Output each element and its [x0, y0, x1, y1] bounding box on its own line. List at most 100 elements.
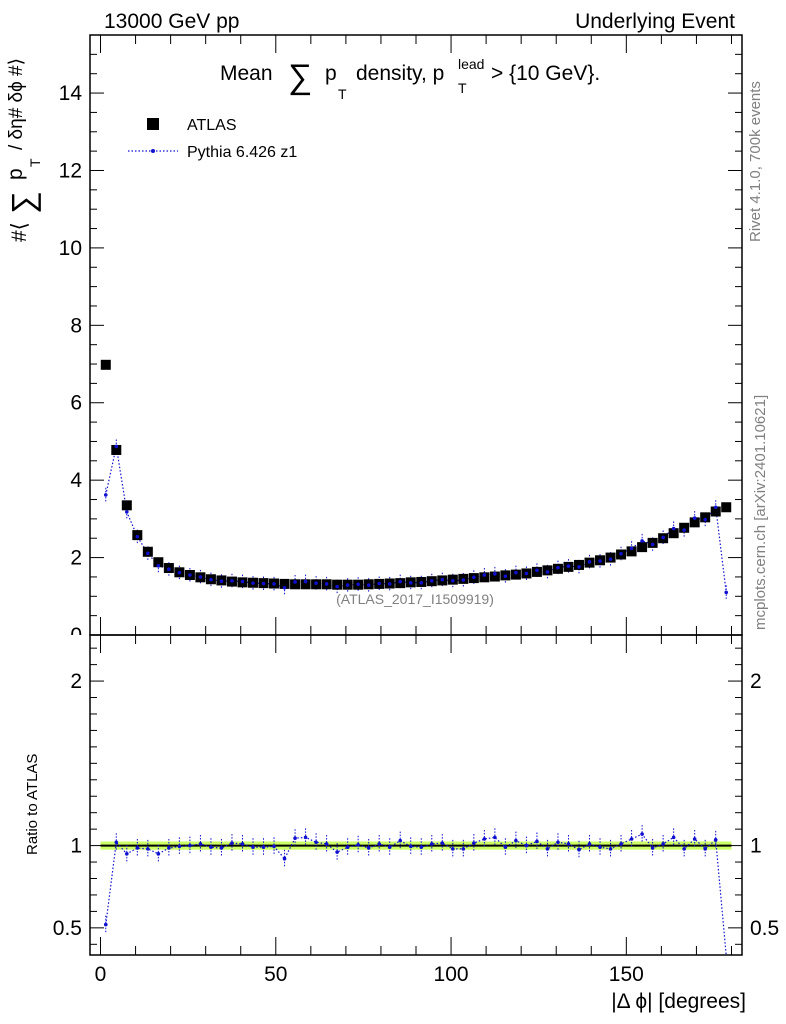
pythia-line — [105, 446, 727, 593]
ylabel-p: p — [4, 168, 27, 180]
pythia-point — [219, 579, 224, 583]
ratio-x-ticks: 0 50 100 150 — [95, 635, 732, 986]
ylabel-rest: / δη# δϕ #⟩ — [6, 58, 27, 150]
atlas-point — [626, 546, 637, 557]
ratio-point — [440, 841, 445, 845]
pythia-point — [619, 551, 623, 556]
pythia-point — [640, 539, 644, 543]
pythia-point — [598, 559, 602, 563]
ratio-point — [556, 840, 560, 845]
title-sum-symbol: ∑ — [288, 58, 312, 96]
ratio-point — [577, 847, 581, 852]
ratio-ytick-label-right: 2 — [750, 670, 762, 693]
main-title: Mean ∑ p T density, p lead T > {10 GeV}. — [220, 56, 600, 102]
ratio-point — [640, 832, 644, 836]
title-prefix: Mean — [220, 62, 273, 85]
ratio-point — [240, 842, 245, 846]
atlas-point — [489, 571, 500, 582]
pythia-point — [482, 573, 487, 577]
pythia-point — [188, 573, 192, 577]
ratio-series — [103, 825, 727, 955]
pythia-point — [661, 535, 665, 540]
main-ytick-label: 2 — [70, 547, 82, 570]
pythia-point — [272, 582, 276, 586]
pythia-point — [556, 565, 560, 570]
ylabel-sub-t: T — [27, 158, 43, 167]
pythia-point — [408, 580, 413, 585]
main-ylabel: #⟨ ∑ p T / δη# δϕ #⟩ — [4, 58, 43, 242]
pythia-point — [377, 581, 381, 586]
pythia-point — [429, 579, 434, 583]
ratio-point — [671, 835, 676, 840]
ratio-point — [156, 852, 161, 856]
ratio-ytick-label-left: 0.5 — [53, 917, 82, 940]
main-series — [100, 359, 732, 600]
pythia-point — [577, 565, 581, 569]
ratio-point — [703, 847, 707, 851]
main-ytick-label: 6 — [70, 392, 82, 415]
ratio-point — [209, 845, 213, 850]
ratio-point — [366, 846, 371, 850]
ratio-point — [713, 838, 718, 842]
pythia-point — [135, 534, 140, 539]
atlas-point — [637, 542, 648, 553]
pythia-point — [177, 570, 182, 575]
ratio-xtick-label: 100 — [434, 963, 469, 986]
ratio-y-ticks: 0.5 0.5 1 1 2 2 — [53, 647, 779, 945]
ratio-point — [587, 842, 592, 846]
pythia-point — [587, 560, 592, 564]
rivet-label: Rivet 4.1.0, 700k events — [747, 81, 764, 242]
main-ytick-label: 10 — [59, 237, 82, 260]
main-ytick-label: 8 — [70, 314, 82, 337]
header-right: Underlying Event — [575, 10, 735, 33]
x-axis-label: |Δ ϕ| [degrees] — [611, 990, 746, 1013]
title-middle: density, p — [356, 62, 444, 85]
pythia-point — [261, 581, 266, 586]
ratio-point — [461, 847, 466, 851]
pythia-point — [398, 579, 403, 584]
atlas-point — [510, 569, 521, 580]
ratio-point — [608, 847, 613, 851]
pythia-point — [387, 582, 392, 586]
ratio-point — [524, 843, 529, 848]
pythia-point — [114, 444, 119, 449]
ratio-ytick-label-left: 2 — [70, 670, 82, 693]
pythia-point — [345, 583, 350, 587]
ratio-point — [261, 845, 266, 850]
ylabel-open: #⟨ — [8, 222, 31, 242]
pythia-point — [493, 572, 497, 576]
ratio-point — [230, 841, 234, 845]
legend-marker-atlas — [147, 118, 159, 130]
ratio-point — [114, 840, 119, 845]
pythia-point — [146, 551, 150, 556]
ylabel-sum: ∑ — [5, 191, 41, 214]
pythia-point — [608, 557, 613, 561]
ratio-point — [125, 852, 129, 856]
pythia-point — [524, 571, 529, 576]
ratio-point — [198, 842, 203, 846]
atlas-point — [100, 359, 111, 370]
title-p: p — [325, 62, 337, 85]
main-ytick-label: 12 — [59, 159, 82, 182]
atlas-point — [710, 506, 721, 517]
pythia-point — [282, 585, 287, 590]
atlas-point — [290, 579, 301, 590]
ratio-point — [545, 847, 550, 851]
pythia-point — [419, 580, 424, 585]
pythia-point — [724, 590, 729, 595]
ratio-point — [408, 844, 413, 849]
ratio-ylabel: Ratio to ATLAS — [24, 754, 41, 855]
ratio-point — [146, 847, 150, 851]
pythia-point — [167, 567, 171, 571]
ratio-point — [314, 840, 318, 845]
atlas-point — [668, 528, 679, 539]
watermark: (ATLAS_2017_I1509919) — [336, 591, 494, 607]
pythia-point — [240, 579, 245, 584]
pythia-point — [703, 517, 707, 522]
atlas-point — [111, 444, 122, 455]
pythia-point — [545, 570, 550, 574]
ratio-xtick-label: 150 — [609, 963, 644, 986]
ratio-point — [598, 845, 602, 850]
atlas-point — [121, 500, 132, 511]
main-ytick-label: 4 — [70, 469, 82, 492]
